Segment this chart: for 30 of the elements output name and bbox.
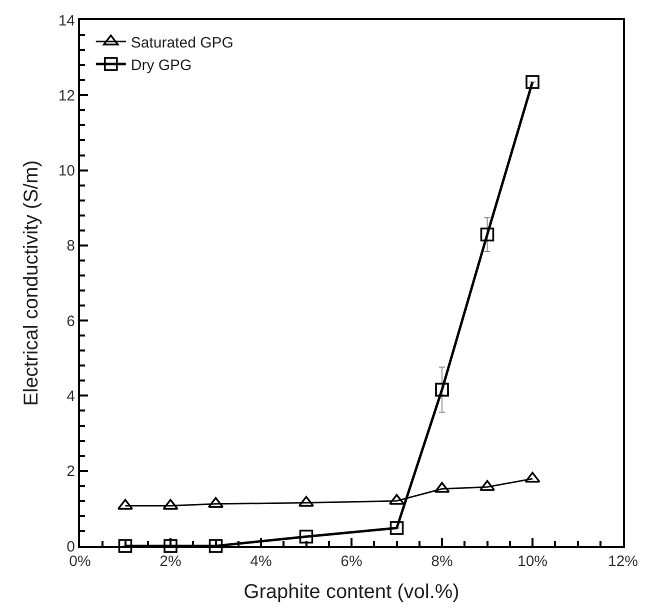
point — [164, 539, 178, 553]
x-tick-label: 2% — [160, 553, 182, 570]
y-tick-label: 8 — [66, 238, 75, 255]
x-axis-title: Graphite content (vol.%) — [244, 581, 460, 603]
point — [299, 530, 314, 544]
x-tick-label: 4% — [250, 553, 272, 570]
point — [435, 382, 449, 397]
y-tick-label: 10 — [58, 162, 75, 180]
x-tick-label: 0% — [69, 553, 91, 570]
point — [390, 521, 404, 535]
y-tick-label: 6 — [66, 312, 75, 330]
point — [208, 539, 223, 553]
y-tick-label: 12 — [58, 87, 75, 104]
point — [434, 482, 450, 493]
y-tick-label: 0 — [66, 538, 75, 556]
y-tick-label: 4 — [66, 388, 75, 405]
x-tick-label: 6% — [340, 553, 362, 570]
y-tick-label: 2 — [66, 463, 75, 480]
y-axis-title: Electrical conductivity (S/m) — [20, 160, 42, 406]
legend-label: Dry GPG — [130, 56, 192, 74]
legend-label: Saturated GPG — [130, 34, 234, 52]
point — [524, 472, 540, 483]
point — [118, 539, 132, 553]
x-tick-label: 10% — [517, 553, 548, 570]
y-tick-label: 14 — [58, 12, 75, 30]
point — [526, 75, 540, 89]
point — [162, 498, 178, 510]
x-tick-label: 12% — [608, 553, 638, 570]
point — [480, 228, 494, 242]
x-tick-label: 8% — [431, 553, 453, 570]
